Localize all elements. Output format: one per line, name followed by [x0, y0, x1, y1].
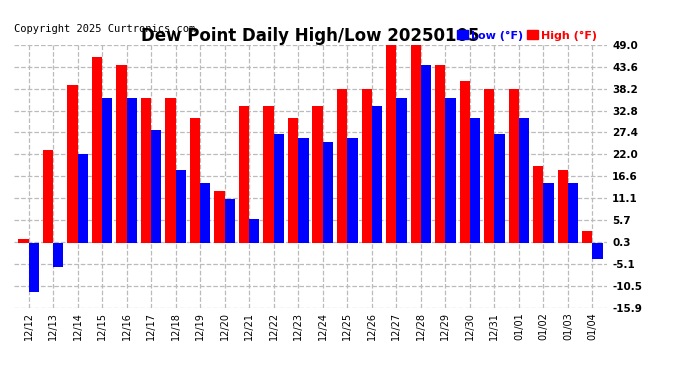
Bar	[435, 65, 445, 243]
Bar	[386, 41, 396, 243]
Bar	[568, 183, 578, 243]
Bar	[239, 106, 249, 243]
Bar	[126, 98, 137, 243]
Bar	[190, 118, 200, 243]
Bar	[102, 98, 112, 243]
Bar	[509, 90, 519, 243]
Bar	[313, 106, 323, 243]
Bar	[200, 183, 210, 243]
Bar	[396, 98, 406, 243]
Bar	[92, 57, 102, 243]
Bar	[28, 243, 39, 292]
Bar	[249, 219, 259, 243]
Bar	[372, 106, 382, 243]
Title: Dew Point Daily High/Low 20250105: Dew Point Daily High/Low 20250105	[141, 27, 480, 45]
Bar	[77, 154, 88, 243]
Bar	[445, 98, 455, 243]
Text: Copyright 2025 Curtronics.com: Copyright 2025 Curtronics.com	[14, 24, 195, 34]
Bar	[337, 90, 347, 243]
Bar	[215, 190, 225, 243]
Bar	[298, 138, 308, 243]
Bar	[53, 243, 63, 267]
Bar	[421, 65, 431, 243]
Bar	[264, 106, 274, 243]
Bar	[484, 90, 495, 243]
Bar	[176, 170, 186, 243]
Bar	[117, 65, 126, 243]
Bar	[533, 166, 544, 243]
Bar	[288, 118, 298, 243]
Bar	[67, 86, 77, 243]
Bar	[362, 90, 372, 243]
Bar	[470, 118, 480, 243]
Bar	[582, 231, 593, 243]
Bar	[151, 130, 161, 243]
Legend: Low (°F), High (°F): Low (°F), High (°F)	[453, 26, 602, 45]
Bar	[519, 118, 529, 243]
Bar	[166, 98, 176, 243]
Bar	[18, 239, 28, 243]
Bar	[274, 134, 284, 243]
Bar	[460, 81, 470, 243]
Bar	[323, 142, 333, 243]
Bar	[141, 98, 151, 243]
Bar	[347, 138, 357, 243]
Bar	[411, 45, 421, 243]
Bar	[225, 199, 235, 243]
Bar	[43, 150, 53, 243]
Bar	[495, 134, 504, 243]
Bar	[593, 243, 603, 260]
Bar	[558, 170, 568, 243]
Bar	[544, 183, 554, 243]
